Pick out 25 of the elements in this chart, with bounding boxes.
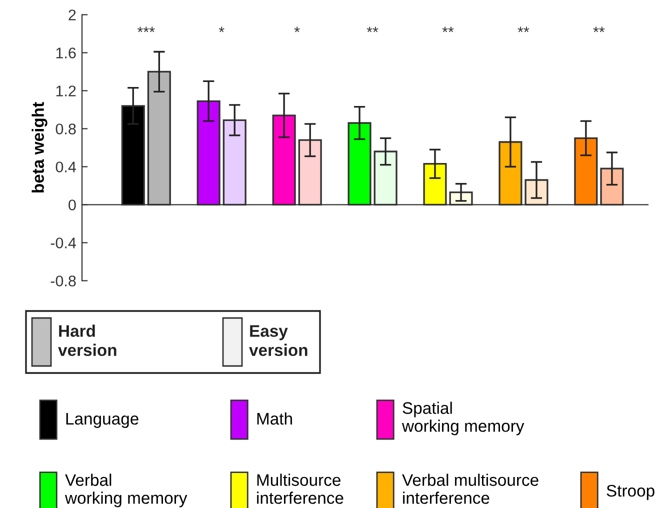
y-tick-label: 0.4 <box>56 162 76 172</box>
y-tick-label: 0 <box>68 200 76 210</box>
annotation: ** <box>442 26 454 32</box>
text: Hard version <box>58 324 116 356</box>
y-tick-label: 2 <box>68 10 76 20</box>
annotation: ** <box>593 26 605 32</box>
text: Easy version <box>249 325 308 356</box>
annotation: ** <box>518 26 530 32</box>
y-tick-label: 1.2 <box>56 86 76 96</box>
legend-label: Verbal multisource interference <box>402 474 538 504</box>
y-tick-label: -0.8 <box>50 276 76 286</box>
y-tick-label: -0.4 <box>50 238 76 248</box>
y-axis-title: beta weight <box>32 102 48 192</box>
legend-label: Spatial working memory <box>402 402 524 436</box>
legend-label: Math <box>257 412 292 425</box>
y-tick-label: 0.8 <box>56 124 76 134</box>
legend-label: Language <box>66 413 138 428</box>
annotation: * <box>294 26 300 32</box>
legend-label: Multisource interference <box>257 474 344 504</box>
legend-label: Stroop <box>606 484 654 500</box>
annotation: * <box>218 26 224 32</box>
annotation: ** <box>366 26 378 32</box>
y-tick-label: 1.6 <box>56 48 76 58</box>
legend-label: Verbal working memory <box>64 474 188 508</box>
annotation: *** <box>137 26 155 32</box>
